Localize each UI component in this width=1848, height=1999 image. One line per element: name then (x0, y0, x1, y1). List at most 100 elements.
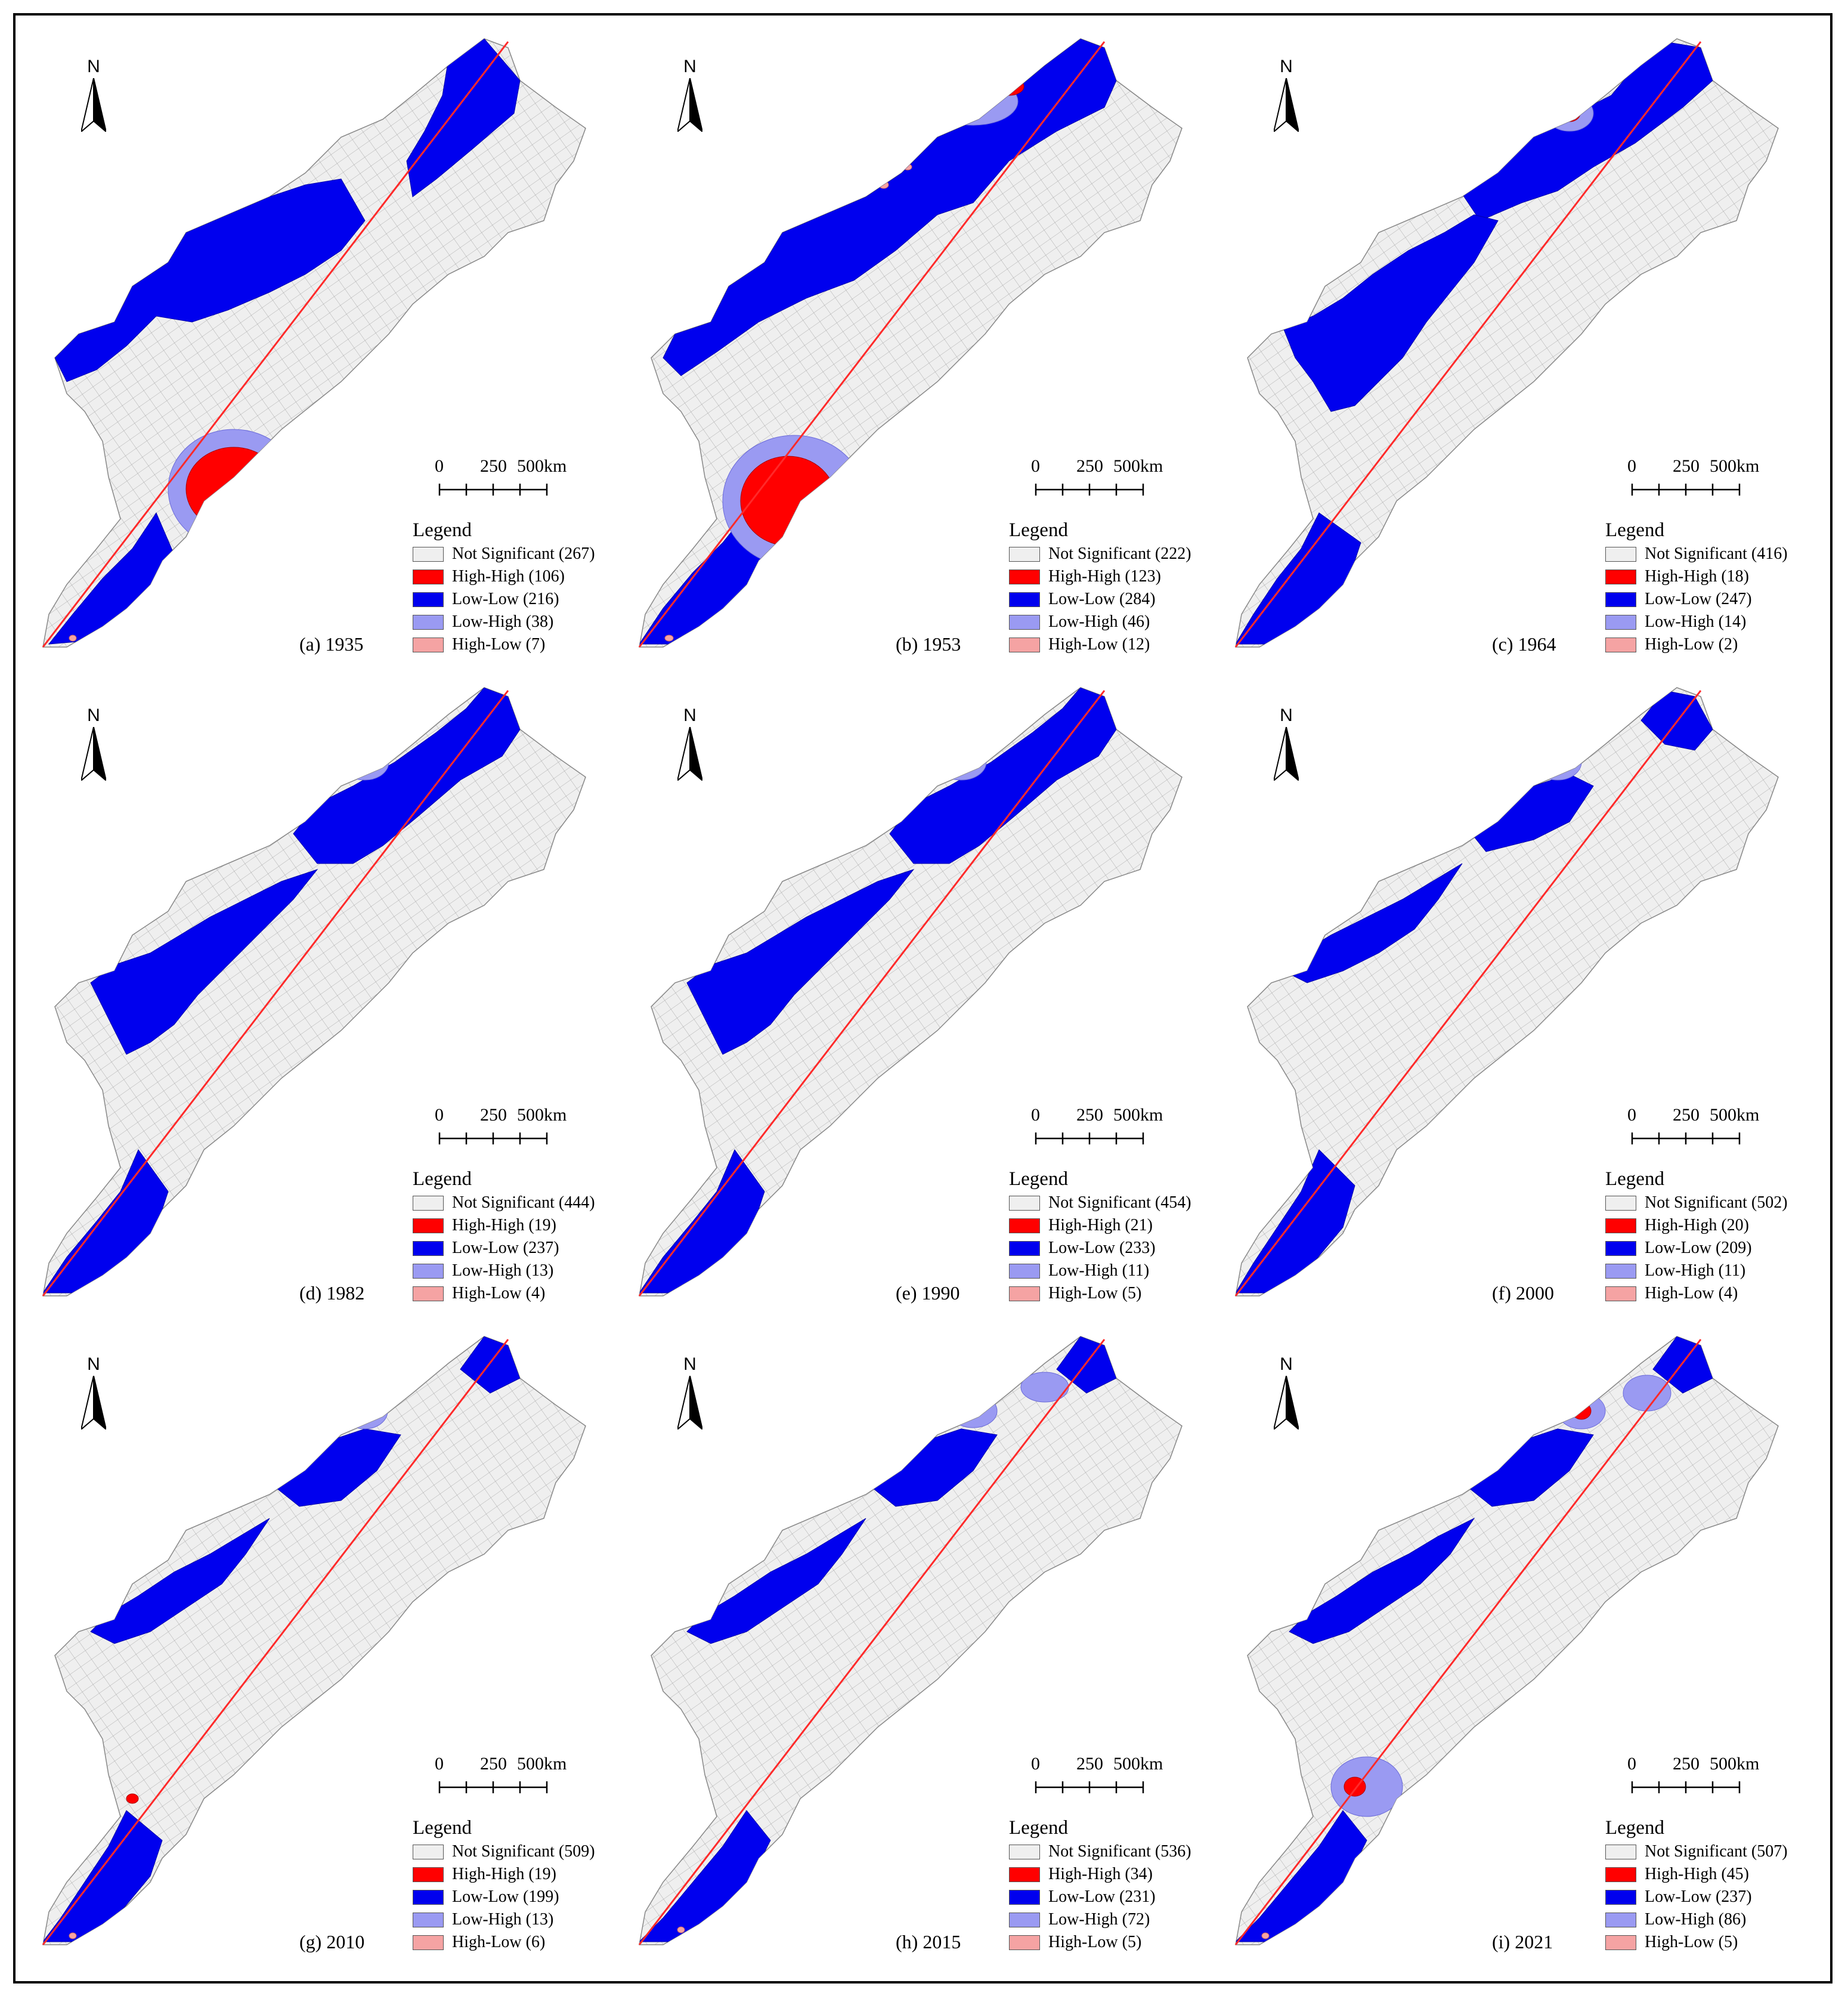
legend-label: Low-High (14) (1645, 612, 1747, 631)
scale-label: 250 (480, 1754, 507, 1774)
high-high-region (949, 753, 974, 771)
legend-title: Legend (413, 519, 472, 541)
high-high-region (1392, 1833, 1413, 1848)
low-low-region (1236, 1810, 1367, 1942)
north-label: N (1280, 57, 1293, 76)
legend-swatch (1009, 1264, 1040, 1279)
legend-label: High-Low (5) (1048, 1284, 1142, 1302)
legend-swatch (1009, 1218, 1040, 1233)
map-panel: N 0 250 500km Legend Not Significant (509) Hig… (31, 1322, 633, 1972)
north-label: N (1280, 1354, 1293, 1374)
map-panel: N 0 250 500km Legend Not Significant (267) Hig… (31, 24, 633, 674)
scale-label: 500km (1710, 1105, 1760, 1125)
low-high-region (1153, 1339, 1175, 1376)
axis-line (1234, 1339, 1702, 1945)
axis-line (1234, 41, 1702, 648)
legend-swatch (1605, 1890, 1636, 1905)
north-arrow-icon: N (669, 57, 711, 134)
legend-label: Low-Low (237) (452, 1239, 559, 1257)
map-panel: N 0 250 500km Legend Not Significant (222) Hig… (627, 24, 1230, 674)
legend: Legend Not Significant (416) High-High (18… (1605, 519, 1826, 656)
scale-label: 250 (1673, 456, 1700, 476)
low-low-region (1289, 1517, 1475, 1644)
legend-item: Low-Low (199) (413, 1886, 633, 1908)
legend-label: Not Significant (416) (1645, 544, 1788, 563)
high-low-region (69, 635, 77, 642)
choropleth-map (1234, 687, 1779, 1296)
legend-label: High-High (45) (1645, 1865, 1749, 1883)
panel-caption: (f) 2000 (1492, 1282, 1554, 1304)
panel-caption: (d) 1982 (299, 1282, 365, 1304)
scale-label: 0 (1627, 1105, 1636, 1125)
high-low-region (903, 163, 912, 171)
legend-label: Low-Low (247) (1645, 590, 1752, 608)
legend-label: High-Low (12) (1048, 635, 1150, 654)
legend-label: High-High (20) (1645, 1216, 1749, 1234)
panel-caption: (g) 2010 (299, 1931, 365, 1952)
high-low-region (1261, 1932, 1270, 1939)
figure-frame (13, 13, 1832, 1983)
legend-swatch (1009, 1196, 1040, 1211)
choropleth-map (1234, 38, 1779, 648)
legend-label: High-High (19) (452, 1865, 556, 1883)
legend-item: Low-Low (284) (1009, 588, 1230, 611)
legend-item: High-Low (5) (1009, 1931, 1230, 1954)
axis-line (638, 41, 1106, 648)
scale-label: 250 (1673, 1105, 1700, 1125)
legend-swatch (413, 615, 444, 630)
legend-item: Low-Low (237) (1605, 1886, 1826, 1908)
legend-item: Low-High (14) (1605, 611, 1826, 633)
legend: Legend Not Significant (267) High-High (10… (413, 519, 633, 656)
legend-item: Low-High (86) (1605, 1908, 1826, 1931)
legend-swatch (1605, 592, 1636, 607)
legend-swatch (413, 1867, 444, 1882)
panel-caption: (h) 2015 (896, 1931, 961, 1952)
scale-label: 500km (517, 456, 567, 476)
legend-title: Legend (413, 1168, 472, 1190)
legend-label: Low-High (11) (1645, 1261, 1746, 1280)
north-label: N (1280, 705, 1293, 725)
high-low-region (677, 1926, 685, 1933)
legend-swatch (1009, 570, 1040, 584)
map-panel: N 0 250 500km Legend Not Significant (507) Hig… (1224, 1322, 1826, 1972)
legend-swatch (1009, 1913, 1040, 1927)
legend-label: High-Low (4) (1645, 1284, 1738, 1302)
legend-item: Not Significant (507) (1605, 1840, 1826, 1863)
high-low-region (581, 704, 586, 713)
legend: Legend Not Significant (536) High-High (34… (1009, 1817, 1230, 1954)
scale-label: 250 (1076, 1105, 1103, 1125)
north-label: N (87, 1354, 100, 1374)
scale-label: 500km (517, 1754, 567, 1774)
low-low-region (90, 1518, 270, 1644)
low-high-region (949, 1394, 998, 1428)
legend-item: Low-Low (216) (413, 588, 633, 611)
legend-label: Not Significant (536) (1048, 1842, 1191, 1861)
legend-item: High-Low (4) (413, 1282, 633, 1305)
legend-label: Low-High (38) (452, 612, 554, 631)
legend-swatch (1009, 1935, 1040, 1950)
low-low-region (889, 688, 1117, 864)
legend: Legend Not Significant (502) High-High (20… (1605, 1168, 1826, 1305)
legend-label: High-High (21) (1048, 1216, 1153, 1234)
high-high-region (1545, 753, 1570, 771)
panel-caption: (a) 1935 (299, 633, 364, 655)
panel-caption: (b) 1953 (896, 633, 961, 655)
low-high-region (1623, 1375, 1671, 1412)
legend-swatch (413, 592, 444, 607)
legend: Legend Not Significant (507) High-High (45… (1605, 1817, 1826, 1954)
low-high-region (1545, 95, 1594, 132)
axis-line (1234, 690, 1702, 1296)
scale-label: 250 (1076, 1754, 1103, 1774)
scale-label: 0 (435, 1105, 444, 1125)
scale-label: 0 (1031, 456, 1040, 476)
legend-swatch (413, 1196, 444, 1211)
scale-label: 500km (517, 1105, 567, 1125)
north-label: N (87, 705, 100, 725)
scale-bar-icon: 0 250 500km (435, 1105, 605, 1147)
legend-label: High-High (34) (1048, 1865, 1153, 1883)
north-label: N (683, 705, 697, 725)
legend-title: Legend (1009, 1168, 1068, 1190)
north-arrow-icon: N (73, 705, 114, 783)
legend-swatch (413, 1935, 444, 1950)
legend-label: High-Low (7) (452, 635, 546, 654)
